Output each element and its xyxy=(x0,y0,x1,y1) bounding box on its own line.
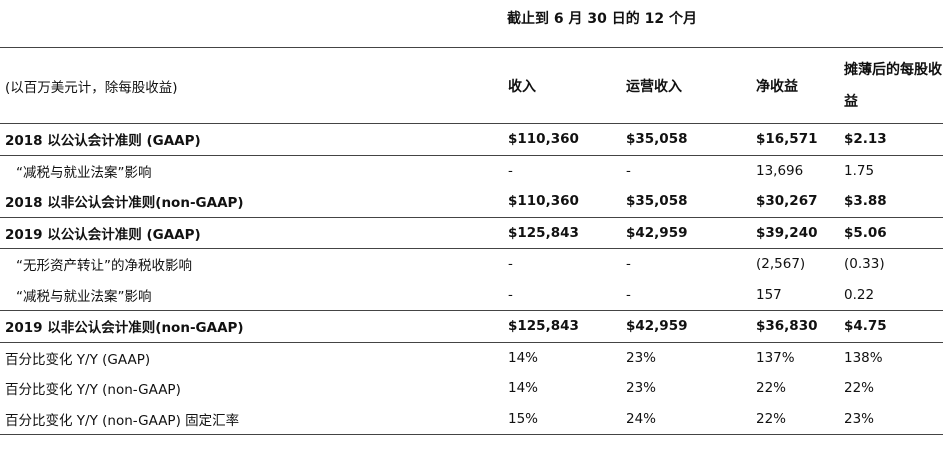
cell-net-income: 22% xyxy=(756,380,787,397)
cell-revenue: 14% xyxy=(508,380,539,397)
cell-diluted-eps: 22% xyxy=(844,380,875,397)
cell-operating-income: - xyxy=(621,279,751,311)
cell-operating-income: - xyxy=(626,162,631,179)
cell-diluted-eps: 1.75 xyxy=(844,162,875,179)
header-divider xyxy=(0,47,943,48)
cell-operating-income: $35,058 xyxy=(621,186,751,218)
cell-net-income: $39,240 xyxy=(751,217,839,249)
cell-diluted-eps: (0.33) xyxy=(844,256,885,273)
period-header: 截止到 6 月 30 日的 12 个月 xyxy=(507,11,697,27)
cell-operating-income: 23% xyxy=(626,380,657,397)
table-row: 2019 以非公认会计准则(non-GAAP) $125,843 $42,959… xyxy=(0,310,943,343)
row-label: 2019 以公认会计准则 (GAAP) xyxy=(0,217,503,249)
row-label: 百分比变化 Y/Y (GAAP) xyxy=(5,351,151,368)
cell-net-income: 137% xyxy=(756,349,795,366)
cell-net-income: $30,267 xyxy=(751,186,839,218)
cell-diluted-eps: $2.13 xyxy=(839,123,943,156)
row-label: “减税与就业法案”影响 xyxy=(16,164,152,181)
cell-net-income: (2,567) xyxy=(756,256,806,273)
cell-diluted-eps: 138% xyxy=(844,349,883,366)
cell-revenue: $125,843 xyxy=(503,310,621,343)
cell-revenue: $110,360 xyxy=(503,186,621,218)
table-row: 2018 以公认会计准则 (GAAP) $110,360 $35,058 $16… xyxy=(0,123,943,156)
table-row: 百分比变化 Y/Y (non-GAAP) 14% 23% 22% 22% xyxy=(0,373,943,404)
cell-net-income: 13,696 xyxy=(756,162,804,179)
col-header-revenue: 收入 xyxy=(503,48,621,124)
cell-operating-income: $35,058 xyxy=(621,123,751,156)
table-row: 百分比变化 Y/Y (GAAP) 14% 23% 137% 138% xyxy=(0,342,943,373)
row-label: 百分比变化 Y/Y (non-GAAP) 固定汇率 xyxy=(0,403,503,435)
col-header-diluted-eps: 摊薄后的每股收益 xyxy=(839,48,943,124)
unit-label: (以百万美元计，除每股收益) xyxy=(0,48,503,124)
table-row: “无形资产转让”的净税收影响 - - (2,567) (0.33) xyxy=(0,249,943,280)
col-header-net-income: 净收益 xyxy=(751,48,839,124)
table-row: 2019 以公认会计准则 (GAAP) $125,843 $42,959 $39… xyxy=(0,217,943,249)
cell-revenue: $125,843 xyxy=(503,217,621,249)
row-label: “减税与就业法案”影响 xyxy=(0,279,503,311)
cell-operating-income: 24% xyxy=(621,403,751,435)
cell-revenue: - xyxy=(508,256,513,273)
row-label: 2018 以公认会计准则 (GAAP) xyxy=(0,123,503,156)
cell-net-income: $36,830 xyxy=(751,310,839,343)
cell-diluted-eps: 23% xyxy=(839,403,943,435)
cell-revenue: 14% xyxy=(508,349,539,366)
table-row: “减税与就业法案”影响 - - 13,696 1.75 xyxy=(0,155,943,186)
cell-operating-income: 23% xyxy=(626,349,657,366)
cell-net-income: 22% xyxy=(751,403,839,435)
cell-revenue: $110,360 xyxy=(503,123,621,156)
cell-operating-income: $42,959 xyxy=(621,310,751,343)
cell-net-income: 157 xyxy=(751,279,839,311)
col-header-operating-income: 运营收入 xyxy=(621,48,751,124)
cell-operating-income: - xyxy=(626,256,631,273)
table-row: “减税与就业法案”影响 - - 157 0.22 xyxy=(0,279,943,311)
cell-diluted-eps: $3.88 xyxy=(839,186,943,218)
header-row: (以百万美元计，除每股收益) 收入 运营收入 净收益 摊薄后的每股收益 xyxy=(0,48,943,124)
table-row: 百分比变化 Y/Y (non-GAAP) 固定汇率 15% 24% 22% 23… xyxy=(0,403,943,435)
cell-diluted-eps: 0.22 xyxy=(839,279,943,311)
table-row: 2018 以非公认会计准则(non-GAAP) $110,360 $35,058… xyxy=(0,186,943,218)
row-label: “无形资产转让”的净税收影响 xyxy=(16,258,192,275)
row-label: 2018 以非公认会计准则(non-GAAP) xyxy=(0,186,503,218)
financial-table: (以百万美元计，除每股收益) 收入 运营收入 净收益 摊薄后的每股收益 2018… xyxy=(0,48,943,435)
cell-diluted-eps: $5.06 xyxy=(839,217,943,249)
cell-revenue: - xyxy=(508,162,513,179)
cell-operating-income: $42,959 xyxy=(621,217,751,249)
row-label: 2019 以非公认会计准则(non-GAAP) xyxy=(0,310,503,343)
cell-net-income: $16,571 xyxy=(751,123,839,156)
cell-diluted-eps: $4.75 xyxy=(839,310,943,343)
cell-revenue: 15% xyxy=(503,403,621,435)
row-label: 百分比变化 Y/Y (non-GAAP) xyxy=(5,382,181,399)
cell-revenue: - xyxy=(503,279,621,311)
